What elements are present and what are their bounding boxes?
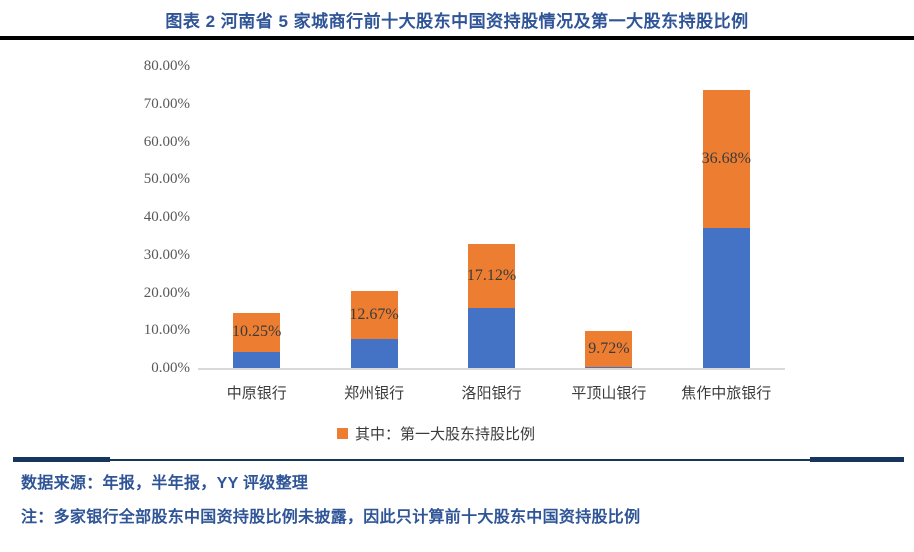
y-tick-label: 80.00% xyxy=(143,58,190,74)
y-tick-label: 10.00% xyxy=(143,322,190,339)
y-tick-label: 20.00% xyxy=(143,284,190,301)
y-tick-label: 30.00% xyxy=(143,246,190,263)
figure-title: 图表 2 河南省 5 家城商行前十大股东中国资持股情况及第一大股东持股比例 xyxy=(165,12,749,31)
title-divider-rule xyxy=(0,36,914,40)
bar-segment-orange xyxy=(585,330,633,368)
y-axis: 80.00% 70.00% 60.00% 50.00% 40.00% 30.00% 20.0… xyxy=(0,58,190,376)
y-tick-label: 60.00% xyxy=(143,133,190,150)
legend-label: 其中：第一大股东持股比例 xyxy=(354,426,535,443)
x-axis-label: 焦作中旅银行 xyxy=(681,386,772,402)
bar-segment-orange xyxy=(350,291,398,339)
bar-value-label: 12.67% xyxy=(349,306,399,324)
bar-value-label: 9.72% xyxy=(588,339,630,357)
x-axis-label: 中原银行 xyxy=(226,386,287,402)
y-tick-label: 0.00% xyxy=(151,360,190,376)
footer-note-text: 注：多家银行全部股东中国资持股比例未披露，因此只计算前十大股东中国资持股比例 xyxy=(21,509,641,526)
bar-segment-blue xyxy=(233,351,281,368)
y-tick-label: 50.00% xyxy=(143,171,190,188)
bar-segment-blue xyxy=(702,228,750,368)
y-tick-label: 40.00% xyxy=(143,209,190,225)
footer-divider-line xyxy=(13,459,904,461)
bar-segment-orange xyxy=(233,313,281,352)
footer-divider-left-accent xyxy=(13,457,110,462)
x-axis-label: 郑州银行 xyxy=(344,386,405,402)
x-axis-label: 平顶山银行 xyxy=(571,386,647,402)
bar-value-label: 17.12% xyxy=(466,267,517,285)
bar-segment-blue xyxy=(468,308,515,368)
bar-value-label: 36.68% xyxy=(701,150,751,168)
bar-segment-blue xyxy=(585,367,633,368)
bar-segment-orange xyxy=(468,243,515,309)
y-tick-label: 70.00% xyxy=(143,95,190,112)
footer-divider-right-accent xyxy=(810,457,904,462)
x-axis-label: 洛阳银行 xyxy=(461,386,522,402)
bar-value-label: 10.25% xyxy=(232,323,282,341)
legend-marker-icon xyxy=(336,427,348,439)
data-source-text: 数据来源：年报，半年报，YY 评级整理 xyxy=(21,475,309,492)
bar-segment-blue xyxy=(350,338,398,368)
bar-segment-orange xyxy=(702,89,750,229)
x-axis: 中原银行 郑州银行 洛阳银行 平顶山银行 焦作中旅银行 xyxy=(198,382,785,404)
plot-area: 10.25% 12.67% 17.12% 9.72% 36.68% xyxy=(198,66,785,370)
chart-legend: 其中：第一大股东持股比例 xyxy=(140,424,732,443)
